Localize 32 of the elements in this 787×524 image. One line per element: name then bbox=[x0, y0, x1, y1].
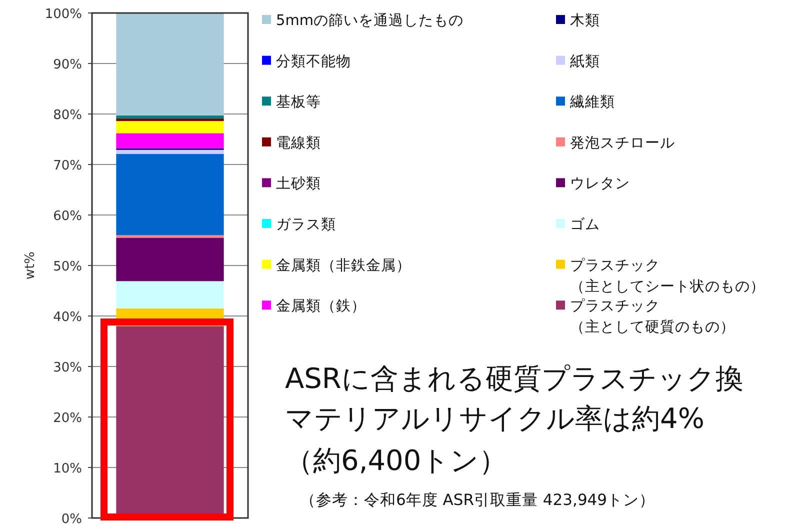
legend-label: プラスチック（主として硬質のもの） bbox=[570, 298, 735, 336]
y-tick-label: 50% bbox=[53, 260, 82, 274]
y-tick-label: 0% bbox=[61, 512, 82, 524]
legend-label: 木類 bbox=[570, 12, 600, 29]
legend-label: 分類不能物 bbox=[276, 52, 351, 70]
legend-label: 基板等 bbox=[276, 94, 321, 111]
y-tick-label: 20% bbox=[53, 411, 82, 426]
y-tick-label: 30% bbox=[53, 360, 82, 376]
legend-label: 金属類（鉄） bbox=[276, 298, 366, 315]
legend-label: 土砂類 bbox=[276, 175, 321, 192]
text: ASRに含まれる硬質プラスチック換 bbox=[285, 362, 744, 395]
legend-label: 発泡スチロール bbox=[570, 134, 675, 152]
y-tick-label: 80% bbox=[53, 108, 82, 123]
legend-label: プラスチック（主としてシート状のもの） bbox=[570, 256, 765, 295]
y-tick-label: 70% bbox=[53, 158, 82, 174]
y-tick-label: 90% bbox=[53, 58, 82, 72]
legend-label: 5mmの篩いを通過したもの bbox=[276, 12, 464, 29]
legend-label: 繊維類 bbox=[569, 94, 615, 111]
y-tick-label: 100% bbox=[44, 7, 82, 22]
y-tick-label: 40% bbox=[53, 310, 82, 325]
y-tick-label: 10% bbox=[53, 462, 82, 476]
legend-label: ウレタン bbox=[570, 176, 630, 192]
legend-label: 電線類 bbox=[276, 134, 321, 152]
legend-label: ガラス類 bbox=[276, 216, 336, 233]
legend-label: ゴム bbox=[570, 216, 600, 233]
y-axis-title: wt% bbox=[23, 251, 38, 280]
text: マテリアルリサイクル率は約4% bbox=[285, 402, 704, 435]
text: （参考：令和6年度 ASR引取重量 423,949トン） bbox=[300, 491, 656, 509]
legend-label: 金属類（非鉄金属） bbox=[276, 256, 411, 274]
y-tick-label: 60% bbox=[53, 209, 82, 224]
text: （約6,400トン） bbox=[285, 444, 508, 477]
legend-label: 紙類 bbox=[570, 52, 600, 70]
